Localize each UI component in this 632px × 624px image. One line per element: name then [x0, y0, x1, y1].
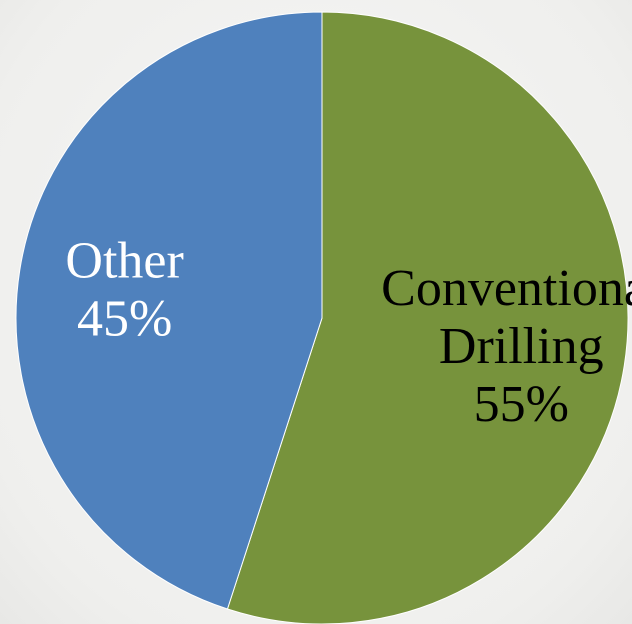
data-label-line: Other — [65, 232, 183, 289]
pie-slice-other — [15, 11, 323, 610]
data-label-line: Drilling — [439, 318, 604, 375]
data-label-conventional-drilling: ConventionalDrilling55% — [381, 260, 632, 433]
pie-slice-conventional-drilling — [226, 11, 629, 624]
data-label-line: 55% — [474, 376, 569, 433]
data-label-line: 45% — [77, 290, 172, 347]
data-label-line: Conventional — [381, 260, 632, 317]
data-label-other: Other 45% — [65, 232, 183, 347]
